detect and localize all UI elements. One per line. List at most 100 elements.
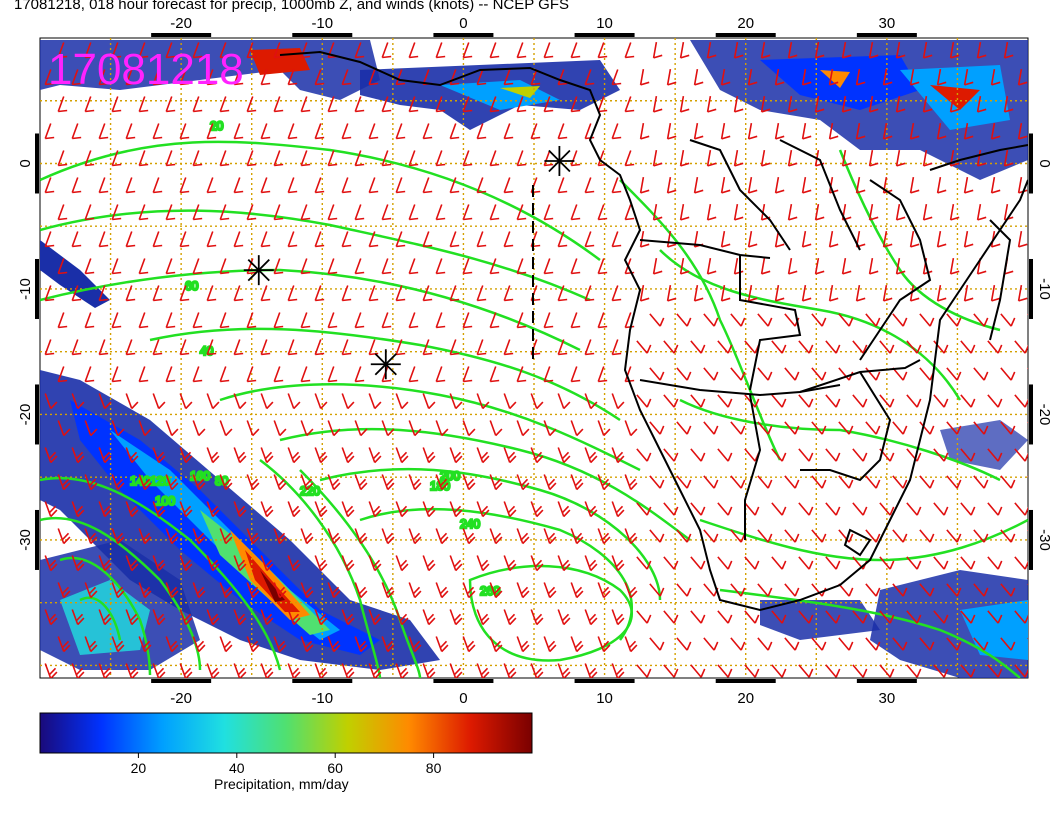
wind-barb bbox=[584, 609, 598, 626]
wind-barb bbox=[597, 474, 611, 491]
wind-barb bbox=[960, 340, 976, 354]
wind-barb bbox=[784, 529, 800, 543]
wind-barb bbox=[395, 339, 406, 356]
wind-barb bbox=[976, 95, 987, 113]
wind-barb bbox=[233, 555, 247, 572]
wind-barb bbox=[906, 340, 922, 354]
wind-barb bbox=[273, 204, 284, 221]
wind-barb bbox=[341, 231, 352, 248]
wind-barb bbox=[138, 528, 152, 545]
wind-barb bbox=[825, 340, 841, 354]
wind-barb bbox=[1014, 394, 1028, 408]
wind-barb bbox=[368, 231, 379, 248]
lat-tick-left: -20 bbox=[17, 404, 34, 426]
wind-barb bbox=[909, 122, 920, 140]
wind-barb bbox=[649, 475, 665, 489]
wind-barb bbox=[892, 313, 908, 327]
wind-barb bbox=[125, 393, 139, 410]
wind-barb bbox=[1017, 68, 1028, 86]
lat-tick-left: 0 bbox=[17, 159, 34, 167]
wind-barb bbox=[314, 663, 328, 678]
wind-barb bbox=[462, 420, 476, 437]
wind-barb bbox=[570, 258, 581, 275]
contour-label: 120 bbox=[150, 474, 170, 488]
wind-barb bbox=[219, 42, 230, 59]
wind-barb bbox=[838, 583, 854, 597]
wind-barb bbox=[408, 312, 419, 329]
wind-barb bbox=[1014, 664, 1028, 678]
wind-barb bbox=[44, 231, 55, 248]
wind-barb bbox=[57, 474, 71, 491]
wind-barb bbox=[341, 393, 355, 410]
wind-barb bbox=[57, 528, 71, 545]
wind-barb bbox=[666, 68, 677, 86]
wind-barb bbox=[636, 664, 652, 678]
wind-barb bbox=[395, 447, 409, 464]
wind-barb bbox=[933, 664, 949, 678]
wind-barb bbox=[287, 339, 298, 356]
wind-barb bbox=[720, 176, 731, 194]
wind-barb bbox=[852, 340, 868, 354]
wind-barb bbox=[557, 231, 568, 248]
contour-label: 60 bbox=[185, 279, 199, 293]
wind-barb bbox=[919, 637, 935, 651]
wind-barb bbox=[879, 664, 895, 678]
contour-label: 40 bbox=[200, 344, 214, 358]
wind-barb bbox=[435, 366, 446, 383]
wind-barb bbox=[828, 68, 839, 86]
wind-barb bbox=[543, 96, 554, 113]
wind-barb bbox=[757, 367, 773, 381]
wind-barb bbox=[744, 556, 760, 570]
wind-barb bbox=[1000, 475, 1016, 489]
wind-barb bbox=[652, 41, 663, 59]
wind-barb bbox=[125, 231, 136, 248]
wind-barb bbox=[179, 285, 190, 302]
wind-barb bbox=[636, 394, 652, 408]
wind-barb bbox=[1014, 502, 1028, 516]
wind-barb bbox=[287, 177, 298, 194]
wind-barb bbox=[811, 475, 827, 489]
wind-barb bbox=[652, 203, 663, 221]
wind-barb bbox=[747, 122, 758, 140]
wind-barb bbox=[784, 367, 800, 381]
wind-barb bbox=[690, 502, 706, 516]
wind-barb bbox=[192, 582, 206, 599]
wind-barb bbox=[489, 42, 500, 59]
wind-barb bbox=[611, 69, 622, 86]
wind-barb bbox=[260, 609, 274, 626]
wind-barb bbox=[84, 636, 98, 653]
wind-barb bbox=[879, 556, 895, 570]
wind-barb bbox=[314, 285, 325, 302]
wind-barb bbox=[462, 366, 473, 383]
wind-barb bbox=[408, 204, 419, 221]
lon-tick-bottom: 0 bbox=[459, 690, 467, 707]
wind-barb bbox=[1032, 42, 1043, 59]
wind-barb bbox=[192, 636, 206, 653]
wind-barb bbox=[44, 339, 55, 356]
wind-barb bbox=[919, 583, 935, 597]
wind-barb bbox=[987, 502, 1003, 516]
wind-barb bbox=[771, 664, 787, 678]
lat-tick-left: -10 bbox=[17, 278, 34, 300]
wind-barb bbox=[516, 636, 530, 653]
wind-barb bbox=[1017, 284, 1028, 302]
wind-barb bbox=[408, 474, 422, 491]
wind-barb bbox=[368, 123, 379, 140]
wind-barb bbox=[690, 340, 706, 354]
wind-barb bbox=[987, 556, 1003, 570]
wind-barb bbox=[922, 95, 933, 113]
wind-barb bbox=[855, 176, 866, 194]
wind-barb bbox=[909, 230, 920, 248]
map-title: 17081218, 018 hour forecast for precip, … bbox=[14, 0, 569, 13]
wind-barb bbox=[287, 123, 298, 140]
wind-barb bbox=[652, 257, 663, 275]
wind-barb bbox=[852, 448, 868, 462]
wind-barb bbox=[949, 203, 960, 221]
wind-barb bbox=[354, 150, 365, 167]
wind-barb bbox=[693, 122, 704, 140]
wind-barb bbox=[435, 42, 446, 59]
wind-barb bbox=[801, 68, 812, 86]
wind-barb bbox=[811, 637, 827, 651]
wind-barb bbox=[516, 582, 530, 599]
